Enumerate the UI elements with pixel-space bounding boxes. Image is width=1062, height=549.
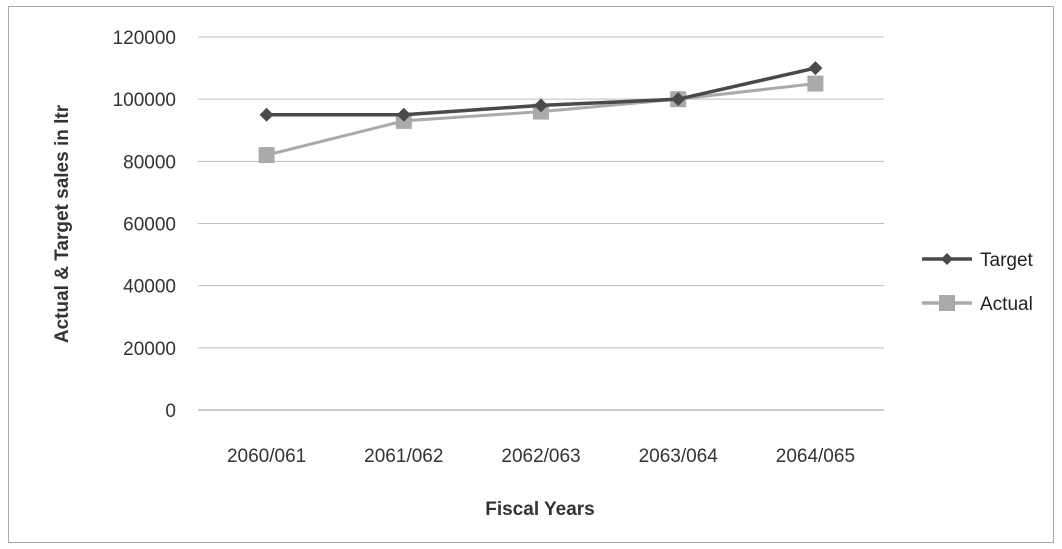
diamond-marker [259,107,274,122]
y-axis-title: Actual & Target sales in ltr [52,104,73,343]
diamond-marker [808,61,823,76]
x-axis-title: Fiscal Years [485,499,595,520]
y-tick-label: 20000 [123,339,176,360]
y-tick-label: 100000 [113,90,176,111]
x-tick-label: 2064/065 [776,446,855,467]
x-tick-label: 2060/061 [227,446,306,467]
series-target [259,61,823,122]
chart-frame [8,6,1054,543]
legend-item-target: Target [922,250,1034,271]
legend-label: Target [980,250,1034,271]
x-tick-labels: 2060/061 2061/062 2062/063 2063/064 2064/065 [227,446,855,467]
square-marker [258,147,275,164]
x-tick-label: 2061/062 [364,446,443,467]
x-tick-label: 2062/063 [501,446,580,467]
series-lines [258,61,824,164]
series-actual [258,75,824,164]
square-marker [807,75,824,92]
diamond-marker [941,253,953,265]
diamond-marker [534,98,548,113]
legend: Target Actual [922,250,1034,315]
x-tick-label: 2063/064 [639,446,719,467]
y-tick-label: 60000 [123,215,176,236]
y-tick-labels: 0 20000 40000 60000 80000 100000 120000 [113,28,176,422]
legend-item-actual: Actual [922,294,1033,315]
y-tick-label: 80000 [123,152,176,173]
diamond-marker [396,107,411,122]
y-tick-label: 40000 [123,277,176,298]
diamond-marker [671,92,686,107]
y-tick-label: 0 [165,401,176,422]
y-tick-label: 120000 [113,28,176,49]
square-marker [939,295,955,311]
legend-label: Actual [980,294,1033,315]
gridlines [198,36,884,411]
